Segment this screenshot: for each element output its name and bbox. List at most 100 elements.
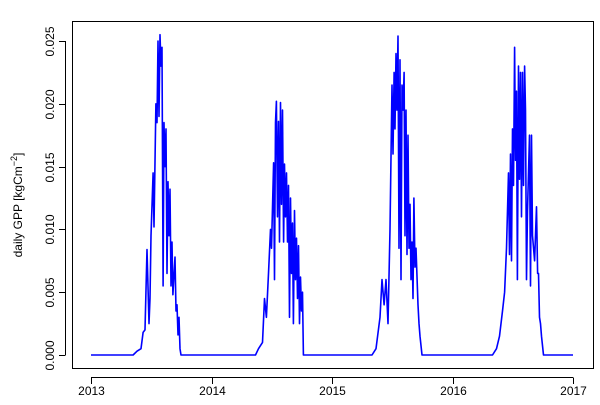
data-point (290, 197, 292, 199)
data-point (275, 122, 277, 124)
data-point (161, 47, 163, 49)
data-point (492, 354, 494, 356)
data-point (381, 279, 383, 281)
data-point (255, 354, 257, 356)
data-point (375, 348, 377, 350)
data-point (288, 185, 290, 187)
data-point (523, 185, 525, 187)
data-point (160, 65, 162, 67)
data-point (396, 109, 398, 111)
data-point (266, 317, 268, 319)
data-point (518, 65, 520, 67)
data-point (514, 47, 516, 49)
data-point (175, 310, 177, 312)
data-point (409, 204, 411, 206)
x-tick-label: 2016 (440, 384, 467, 398)
data-point (403, 72, 405, 74)
data-point (279, 241, 281, 243)
data-point (391, 84, 393, 86)
data-point (412, 298, 414, 300)
data-point (410, 279, 412, 281)
data-point (149, 298, 151, 300)
data-point (268, 273, 270, 275)
x-tick-label: 2013 (78, 384, 105, 398)
data-point (519, 178, 521, 180)
data-point (404, 235, 406, 237)
data-point (146, 249, 148, 251)
y-tick-label: 0.005 (43, 277, 57, 307)
y-axis-label-close: ] (11, 153, 25, 156)
data-point (179, 348, 181, 350)
data-point (293, 323, 295, 325)
data-point (291, 273, 293, 275)
data-point (168, 235, 170, 237)
data-point (516, 90, 518, 92)
data-point (294, 210, 296, 212)
data-point (286, 172, 288, 174)
data-point (512, 128, 514, 130)
data-point (395, 53, 397, 55)
data-point (496, 348, 498, 350)
data-point (401, 84, 403, 86)
data-point (297, 298, 299, 300)
data-point (132, 354, 134, 356)
data-point (393, 72, 395, 74)
y-tick-label: 0.025 (43, 26, 57, 56)
data-point (152, 172, 154, 174)
data-point (172, 294, 174, 296)
data-point (400, 279, 402, 281)
data-point (534, 260, 536, 262)
data-point (536, 206, 538, 208)
data-point (153, 226, 155, 228)
data-point (285, 216, 287, 218)
data-point (398, 247, 400, 249)
data-point (289, 317, 291, 319)
data-point (284, 163, 286, 165)
data-point (397, 35, 399, 37)
data-point (402, 109, 404, 111)
y-axis-label-superscript: −2 (9, 156, 19, 166)
data-point (177, 334, 179, 336)
data-point (158, 116, 160, 118)
data-point (509, 254, 511, 256)
data-point (408, 247, 410, 249)
data-point (522, 72, 524, 74)
data-point (148, 323, 150, 325)
data-point (303, 354, 305, 356)
data-point (511, 260, 513, 262)
data-point (295, 279, 297, 281)
data-point (543, 354, 545, 356)
data-point (510, 153, 512, 155)
y-tick-label: 0.020 (43, 89, 57, 119)
data-point (405, 109, 407, 111)
data-point (513, 185, 515, 187)
data-point (524, 65, 526, 67)
data-point (538, 273, 540, 275)
data-point (529, 134, 531, 136)
data-point (282, 109, 284, 111)
x-tick-label: 2017 (560, 384, 587, 398)
x-tick-label: 2015 (319, 384, 346, 398)
data-point (164, 166, 166, 168)
data-point (530, 285, 532, 287)
data-point (389, 229, 391, 231)
data-point (171, 241, 173, 243)
data-point (163, 122, 165, 124)
data-point (379, 317, 381, 319)
data-point (526, 279, 528, 281)
data-point (258, 348, 260, 350)
data-point (415, 247, 417, 249)
y-tick-label: 0.000 (43, 340, 57, 370)
data-point (399, 59, 401, 61)
data-point (508, 172, 510, 174)
data-point (302, 291, 304, 293)
data-point (170, 285, 172, 287)
data-point (300, 276, 302, 278)
plot-frame (72, 21, 594, 369)
data-point (502, 310, 504, 312)
data-point (277, 216, 279, 218)
data-point (541, 335, 543, 337)
data-point (155, 103, 157, 105)
data-point (262, 342, 264, 344)
data-point (418, 323, 420, 325)
